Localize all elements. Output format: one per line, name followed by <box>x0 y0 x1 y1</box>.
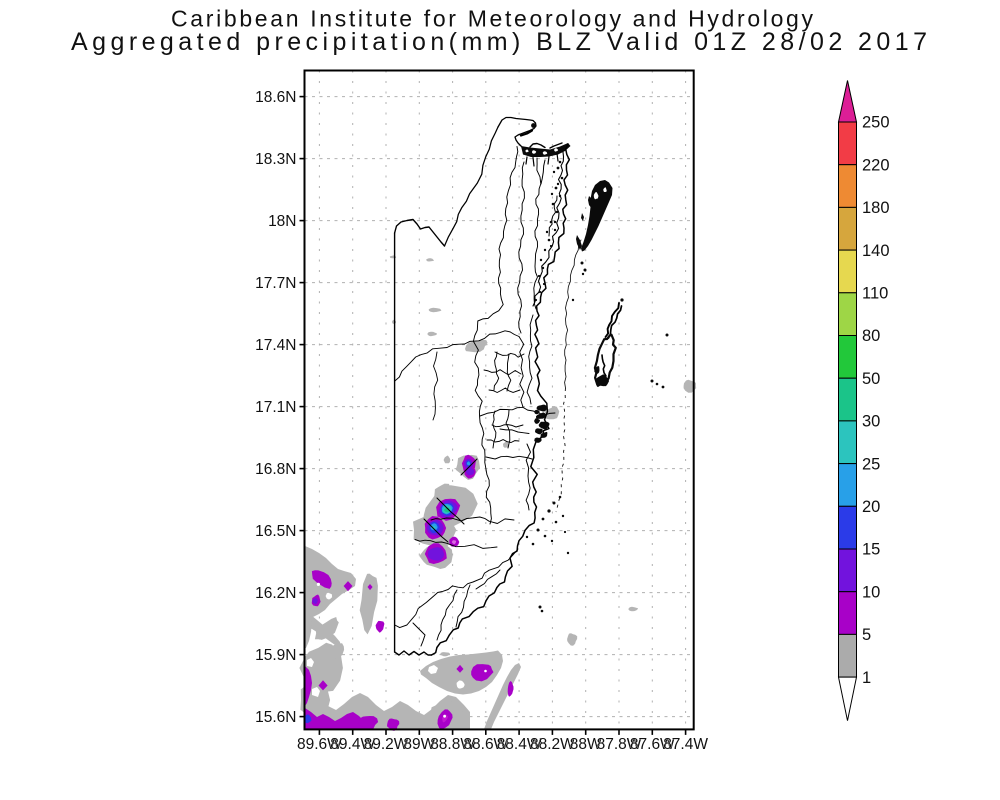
svg-text:16.8N: 16.8N <box>255 461 296 478</box>
svg-text:89.6W: 89.6W <box>297 736 342 753</box>
svg-text:15: 15 <box>862 541 880 559</box>
svg-text:18.6N: 18.6N <box>255 89 296 106</box>
svg-text:80: 80 <box>862 327 880 345</box>
svg-text:30: 30 <box>862 413 880 431</box>
svg-text:220: 220 <box>862 156 890 174</box>
svg-text:16.2N: 16.2N <box>255 585 296 602</box>
svg-text:88.8W: 88.8W <box>430 736 475 753</box>
svg-text:140: 140 <box>862 242 890 260</box>
svg-text:180: 180 <box>862 199 890 217</box>
svg-text:17.7N: 17.7N <box>255 275 296 292</box>
svg-text:15.9N: 15.9N <box>255 647 296 664</box>
svg-text:110: 110 <box>862 285 888 303</box>
svg-text:87.6W: 87.6W <box>630 736 675 753</box>
svg-text:Aggregated precipitation(mm) B: Aggregated precipitation(mm) BLZ Valid 0… <box>71 28 927 56</box>
svg-text:25: 25 <box>862 455 880 473</box>
svg-text:18.3N: 18.3N <box>255 151 296 168</box>
svg-text:20: 20 <box>862 498 880 516</box>
svg-text:88W: 88W <box>570 736 602 753</box>
svg-text:17.1N: 17.1N <box>255 399 296 416</box>
svg-text:17.4N: 17.4N <box>255 337 296 354</box>
svg-text:87.8W: 87.8W <box>597 736 642 753</box>
svg-text:89.2W: 89.2W <box>364 736 409 753</box>
svg-text:18N: 18N <box>268 213 296 230</box>
svg-text:50: 50 <box>862 370 880 388</box>
svg-text:16.5N: 16.5N <box>255 523 296 540</box>
svg-text:89W: 89W <box>403 736 435 753</box>
svg-text:5: 5 <box>862 626 871 644</box>
svg-text:15.6N: 15.6N <box>255 709 296 726</box>
svg-text:87.4W: 87.4W <box>663 736 708 753</box>
svg-text:88.2W: 88.2W <box>530 736 575 753</box>
svg-text:89.4W: 89.4W <box>330 736 375 753</box>
svg-text:Caribbean Institute for Meteor: Caribbean Institute for Meteorology and … <box>171 6 813 32</box>
svg-text:88.4W: 88.4W <box>497 736 542 753</box>
svg-text:250: 250 <box>862 114 890 132</box>
svg-text:1: 1 <box>862 669 871 687</box>
svg-text:88.6W: 88.6W <box>463 736 508 753</box>
svg-text:10: 10 <box>862 583 880 601</box>
